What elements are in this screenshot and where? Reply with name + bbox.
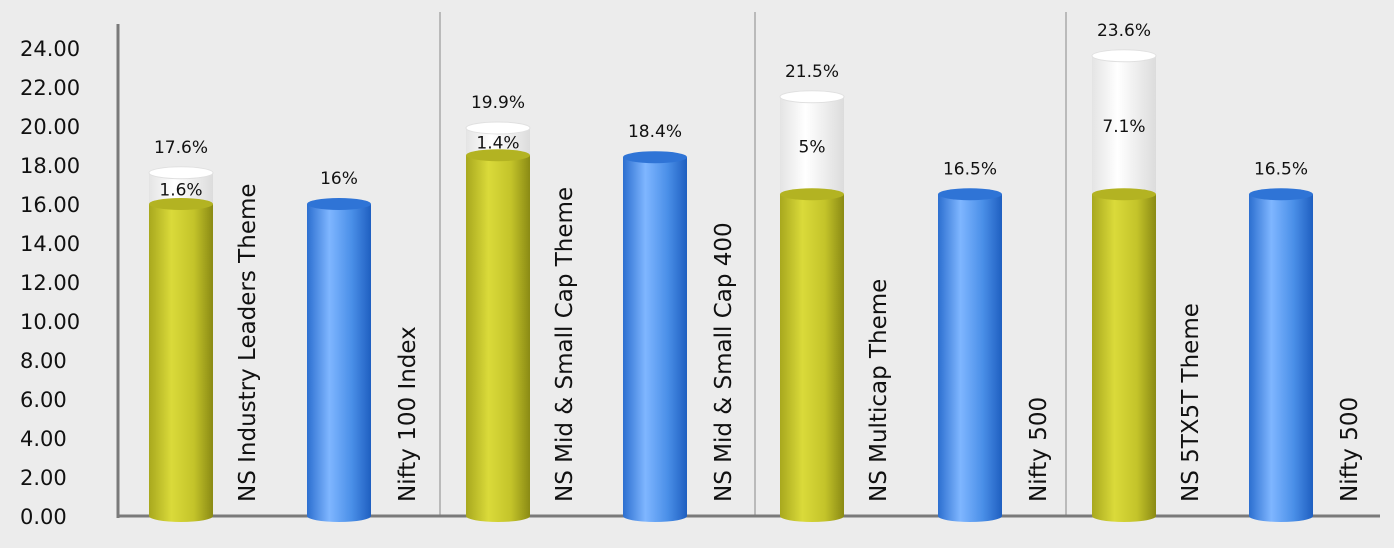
benchmark-bar-cap: [1249, 188, 1313, 201]
benchmark-bar-base: [1249, 510, 1313, 522]
benchmark-value-label: 18.4%: [628, 122, 682, 142]
strategy-excess-label: 1.6%: [159, 180, 202, 200]
benchmark-name-label: Nifty 500: [1337, 397, 1363, 502]
strategy-bar-cap: [780, 188, 844, 201]
y-tick-label: 6.00: [20, 388, 67, 412]
benchmark-name-label: NS Mid & Small Cap 400: [711, 222, 737, 502]
strategy-excess-label: 1.4%: [476, 134, 519, 154]
benchmark-bar-base: [623, 510, 687, 522]
y-tick-label: 10.00: [20, 310, 80, 334]
strategy-total-label: 19.9%: [471, 93, 525, 113]
y-tick-label: 12.00: [20, 271, 80, 295]
strategy-excess-bar: [1092, 55, 1156, 195]
strategy-bar-cap: [149, 198, 213, 210]
y-tick-label: 0.00: [20, 505, 67, 529]
benchmark-bar: [623, 157, 687, 516]
strategy-excess-cap: [148, 166, 214, 180]
strategy-bar-base: [1092, 510, 1156, 522]
y-tick-label: 16.00: [20, 193, 80, 217]
benchmark-bar-base: [307, 510, 371, 522]
strategy-excess-bar: [780, 96, 844, 195]
benchmark-bar: [938, 194, 1002, 516]
y-tick-label: 22.00: [20, 76, 80, 100]
strategy-name-label: NS Multicap Theme: [866, 279, 892, 502]
strategy-excess-cap: [465, 121, 531, 135]
strategy-bar-base: [466, 510, 530, 522]
strategy-bar-cap: [1092, 188, 1156, 201]
benchmark-bar: [1249, 194, 1313, 516]
strategy-bar: [1092, 194, 1156, 516]
strategy-name-label: NS Industry Leaders Theme: [235, 183, 261, 502]
strategy-bar: [149, 204, 213, 516]
benchmark-name-label: Nifty 500: [1026, 397, 1052, 502]
y-tick-label: 8.00: [20, 349, 67, 373]
strategy-total-label: 21.5%: [785, 62, 839, 82]
strategy-total-label: 17.6%: [154, 138, 208, 158]
benchmark-bar-base: [938, 510, 1002, 522]
strategy-total-label: 23.6%: [1097, 21, 1151, 41]
strategy-name-label: NS Mid & Small Cap Theme: [552, 187, 578, 502]
benchmark-value-label: 16.5%: [1254, 159, 1308, 179]
strategy-excess-label: 5%: [799, 138, 826, 158]
strategy-bar: [780, 194, 844, 516]
benchmark-bar: [307, 204, 371, 516]
benchmark-value-label: 16%: [320, 169, 358, 189]
strategy-bar-base: [780, 510, 844, 522]
y-tick-label: 20.00: [20, 115, 80, 139]
strategy-excess-label: 7.1%: [1102, 117, 1145, 137]
y-tick-label: 14.00: [20, 232, 80, 256]
y-tick-label: 4.00: [20, 427, 67, 451]
benchmark-value-label: 16.5%: [943, 159, 997, 179]
benchmark-name-label: Nifty 100 Index: [395, 326, 421, 502]
benchmark-bar-cap: [623, 151, 687, 164]
strategy-bar-base: [149, 510, 213, 522]
benchmark-bar-cap: [307, 198, 371, 210]
y-tick-label: 24.00: [20, 37, 80, 61]
y-tick-label: 2.00: [20, 466, 67, 490]
strategy-bar: [466, 155, 530, 516]
strategy-bar-cap: [466, 149, 530, 162]
y-tick-label: 18.00: [20, 154, 80, 178]
benchmark-bar-cap: [938, 188, 1002, 201]
strategy-excess-cap: [779, 90, 845, 104]
strategy-excess-cap: [1091, 49, 1157, 63]
strategy-name-label: NS 5TX5T Theme: [1178, 303, 1204, 502]
